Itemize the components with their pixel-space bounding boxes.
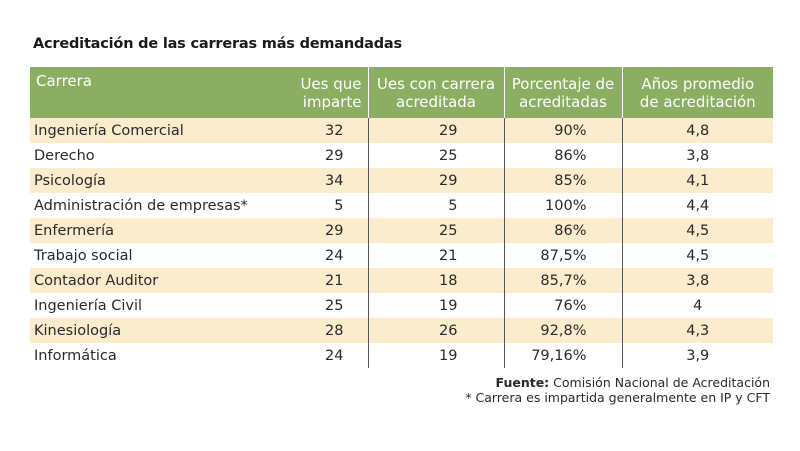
table-row: Trabajo social 24 21 87,5% 4,5 xyxy=(30,243,773,268)
cell-acreditada: 29 xyxy=(368,118,505,143)
source-text: Comisión Nacional de Acreditación xyxy=(549,375,770,390)
cell-porcentaje: 87,5% xyxy=(504,243,623,268)
cell-anos: 4 xyxy=(622,293,773,318)
footnote: * Carrera es impartida generalmente en I… xyxy=(465,390,770,405)
header-ues-imparte: Ues que imparte xyxy=(276,67,369,118)
cell-anos: 3,8 xyxy=(622,268,773,293)
cell-porcentaje: 85,7% xyxy=(504,268,623,293)
header-anos-line1: Años promedio xyxy=(641,74,755,93)
cell-acreditada: 5 xyxy=(368,193,505,218)
cell-imparte: 28 xyxy=(276,318,369,343)
cell-anos: 3,9 xyxy=(622,343,773,368)
cell-carrera: Contador Auditor xyxy=(30,268,276,293)
cell-imparte: 25 xyxy=(276,293,369,318)
header-porcentaje-line2: acreditadas xyxy=(519,92,607,111)
table-row: Kinesiología 28 26 92,8% 4,3 xyxy=(30,318,773,343)
cell-porcentaje: 100% xyxy=(504,193,623,218)
header-porcentaje-line1: Porcentaje de xyxy=(511,74,615,93)
table-row: Ingeniería Comercial 32 29 90% 4,8 xyxy=(30,118,773,143)
cell-anos: 4,5 xyxy=(622,243,773,268)
header-ues-acreditada: Ues con carrera acreditada xyxy=(368,67,505,118)
cell-acreditada: 19 xyxy=(368,343,505,368)
table-row: Ingeniería Civil 25 19 76% 4 xyxy=(30,293,773,318)
cell-imparte: 32 xyxy=(276,118,369,143)
cell-porcentaje: 76% xyxy=(504,293,623,318)
table-footer: Fuente: Comisión Nacional de Acreditació… xyxy=(465,375,770,405)
cell-carrera: Ingeniería Comercial xyxy=(30,118,276,143)
cell-imparte: 29 xyxy=(276,143,369,168)
cell-imparte: 21 xyxy=(276,268,369,293)
cell-anos: 4,3 xyxy=(622,318,773,343)
source-line: Fuente: Comisión Nacional de Acreditació… xyxy=(465,375,770,390)
header-anos-line2: de acreditación xyxy=(639,92,756,111)
cell-imparte: 34 xyxy=(276,168,369,193)
cell-porcentaje: 86% xyxy=(504,218,623,243)
cell-acreditada: 25 xyxy=(368,143,505,168)
cell-carrera: Enfermería xyxy=(30,218,276,243)
cell-carrera: Derecho xyxy=(30,143,276,168)
table-header: Carrera Ues que imparte Ues con carrera … xyxy=(30,67,773,118)
cell-carrera: Administración de empresas* xyxy=(30,193,276,218)
cell-carrera: Kinesiología xyxy=(30,318,276,343)
cell-anos: 4,1 xyxy=(622,168,773,193)
cell-anos: 4,8 xyxy=(622,118,773,143)
cell-anos: 4,5 xyxy=(622,218,773,243)
table-row: Informática 24 19 79,16% 3,9 xyxy=(30,343,773,368)
header-ues-imparte-line1: Ues que xyxy=(300,74,362,93)
header-porcentaje: Porcentaje de acreditadas xyxy=(504,67,623,118)
cell-porcentaje: 90% xyxy=(504,118,623,143)
cell-imparte: 24 xyxy=(276,243,369,268)
cell-carrera: Psicología xyxy=(30,168,276,193)
table-row: Contador Auditor 21 18 85,7% 3,8 xyxy=(30,268,773,293)
table-row: Administración de empresas* 5 5 100% 4,4 xyxy=(30,193,773,218)
table-row: Psicología 34 29 85% 4,1 xyxy=(30,168,773,193)
accreditation-table: Carrera Ues que imparte Ues con carrera … xyxy=(30,67,773,368)
cell-carrera: Ingeniería Civil xyxy=(30,293,276,318)
cell-imparte: 5 xyxy=(276,193,369,218)
cell-acreditada: 29 xyxy=(368,168,505,193)
header-carrera: Carrera xyxy=(30,67,276,118)
cell-acreditada: 26 xyxy=(368,318,505,343)
cell-acreditada: 18 xyxy=(368,268,505,293)
table-row: Derecho 29 25 86% 3,8 xyxy=(30,143,773,168)
cell-carrera: Informática xyxy=(30,343,276,368)
cell-anos: 4,4 xyxy=(622,193,773,218)
cell-porcentaje: 92,8% xyxy=(504,318,623,343)
cell-porcentaje: 79,16% xyxy=(504,343,623,368)
source-label: Fuente: xyxy=(495,375,550,390)
cell-imparte: 29 xyxy=(276,218,369,243)
cell-carrera: Trabajo social xyxy=(30,243,276,268)
cell-porcentaje: 86% xyxy=(504,143,623,168)
cell-imparte: 24 xyxy=(276,343,369,368)
cell-acreditada: 21 xyxy=(368,243,505,268)
cell-acreditada: 25 xyxy=(368,218,505,243)
header-ues-imparte-line2: imparte xyxy=(302,92,362,111)
header-anos: Años promedio de acreditación xyxy=(622,67,773,118)
cell-anos: 3,8 xyxy=(622,143,773,168)
cell-acreditada: 19 xyxy=(368,293,505,318)
table-title: Acreditación de las carreras más demanda… xyxy=(33,36,402,52)
header-ues-acreditada-line2: acreditada xyxy=(396,92,476,111)
cell-porcentaje: 85% xyxy=(504,168,623,193)
header-ues-acreditada-line1: Ues con carrera xyxy=(376,74,496,93)
table-body: Ingeniería Comercial 32 29 90% 4,8 Derec… xyxy=(30,118,773,368)
table-row: Enfermería 29 25 86% 4,5 xyxy=(30,218,773,243)
